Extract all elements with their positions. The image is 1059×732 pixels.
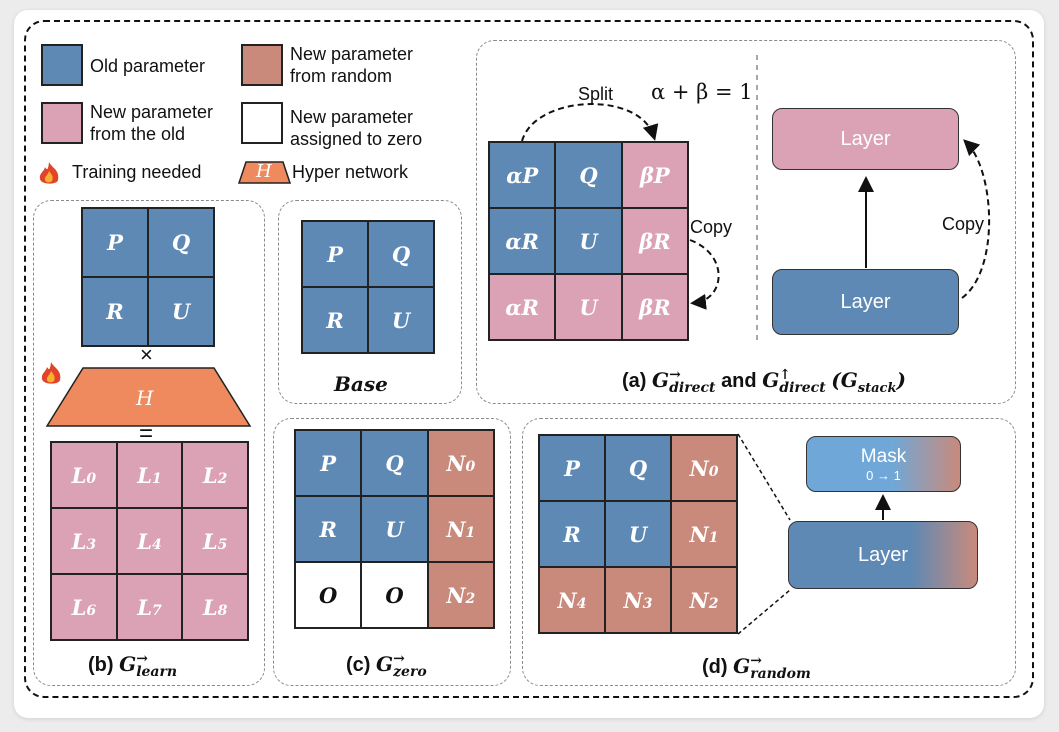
legend-swatch-old (41, 44, 83, 86)
copy-label-matrix: Copy (690, 217, 733, 237)
split-label: Split (578, 84, 614, 104)
matrix-cell: U (555, 208, 622, 274)
mask-box: Mask 0 → 1 (806, 436, 961, 492)
alpha-beta-equation: α + β = 1 (651, 80, 753, 104)
legend-new-from-random: New parameter from random (290, 44, 414, 86)
matrix-cell: αP (489, 142, 556, 208)
matrix-cell: αR (489, 208, 556, 274)
matrix-cell: Q (605, 435, 671, 501)
matrix-cell: Q (148, 208, 214, 277)
mask-range: 0 → 1 (866, 467, 901, 483)
panel-b-frame (33, 200, 265, 686)
legend-training-needed: Training needed (72, 162, 202, 182)
panel-d-frame (522, 418, 1016, 686)
matrix-cell: Q (361, 430, 428, 496)
learn-input-matrix: P Q R U (81, 207, 215, 347)
matrix-cell: U (361, 496, 428, 562)
legend-swatch-random (241, 44, 283, 86)
legend-hyper-network: Hyper network (292, 162, 409, 182)
mask-label: Mask (860, 445, 907, 467)
layer-bottom-box: Layer (772, 269, 959, 335)
fire-icon (41, 362, 61, 384)
direct-matrix: αP Q βP αR U βR αR U βR (488, 141, 689, 341)
matrix-cell: R (302, 287, 368, 353)
matrix-cell: U (555, 274, 622, 340)
copy-arrow-matrix (689, 239, 720, 310)
matrix-cell: βR (621, 274, 688, 340)
split-arrow (521, 103, 659, 142)
matrix-cell: U (605, 501, 671, 567)
hyper-network-trapezoid (45, 367, 252, 427)
fire-icon (39, 162, 59, 184)
matrix-cell: P (295, 430, 362, 496)
zoom-line-bottom (737, 589, 791, 635)
matrix-cell: Q (368, 221, 434, 287)
matrix-cell: Q (555, 142, 622, 208)
matrix-cell: P (539, 435, 605, 501)
legend-new-zero: New parameter assigned to zero (290, 107, 423, 149)
panel-a-frame (476, 40, 1016, 404)
matrix-cell: αR (489, 274, 556, 340)
layer-top-box: Layer (772, 108, 959, 170)
matrix-cell: βR (621, 208, 688, 274)
random-layer-box: Layer (788, 521, 978, 589)
legend-new-from-old: New parameter from the old (90, 102, 214, 144)
figure-border (24, 20, 1034, 698)
equals-symbol: = (139, 420, 154, 447)
times-symbol: × (140, 342, 153, 367)
legend-swatch-from-old (41, 102, 83, 144)
panel-c-caption: (c) G → zero (346, 650, 427, 680)
matrix-cell: U (148, 277, 214, 346)
panel-b-caption: (b) G → learn (88, 650, 178, 680)
matrix-cell: R (82, 277, 148, 346)
legend-hyper-symbol: H (256, 161, 272, 182)
matrix-cell: P (82, 208, 148, 277)
panel-d-caption: (d) G → random (702, 652, 811, 682)
copy-label-layer: Copy (942, 214, 985, 234)
copy-arrow-layer (961, 139, 991, 299)
zoom-line-top (737, 433, 791, 521)
legend-swatch-zero (241, 102, 283, 144)
matrix-cell: R (295, 496, 362, 562)
matrix-cell: R (539, 501, 605, 567)
matrix-cell: O (295, 562, 362, 628)
matrix-cell: U (368, 287, 434, 353)
hyper-network-label: H (136, 386, 154, 410)
base-matrix: P Q R U (301, 220, 435, 354)
matrix-cell: O (361, 562, 428, 628)
matrix-cell: βP (621, 142, 688, 208)
panel-c-frame (273, 418, 511, 686)
hyper-network-legend-icon (237, 161, 292, 184)
matrix-cell: P (302, 221, 368, 287)
panel-base-frame (278, 200, 462, 404)
base-caption: Base (334, 372, 388, 396)
legend-old-parameter: Old parameter (90, 56, 206, 76)
panel-a-caption: (a) G → direct and G ↑ direct (Gstack) (622, 366, 906, 397)
